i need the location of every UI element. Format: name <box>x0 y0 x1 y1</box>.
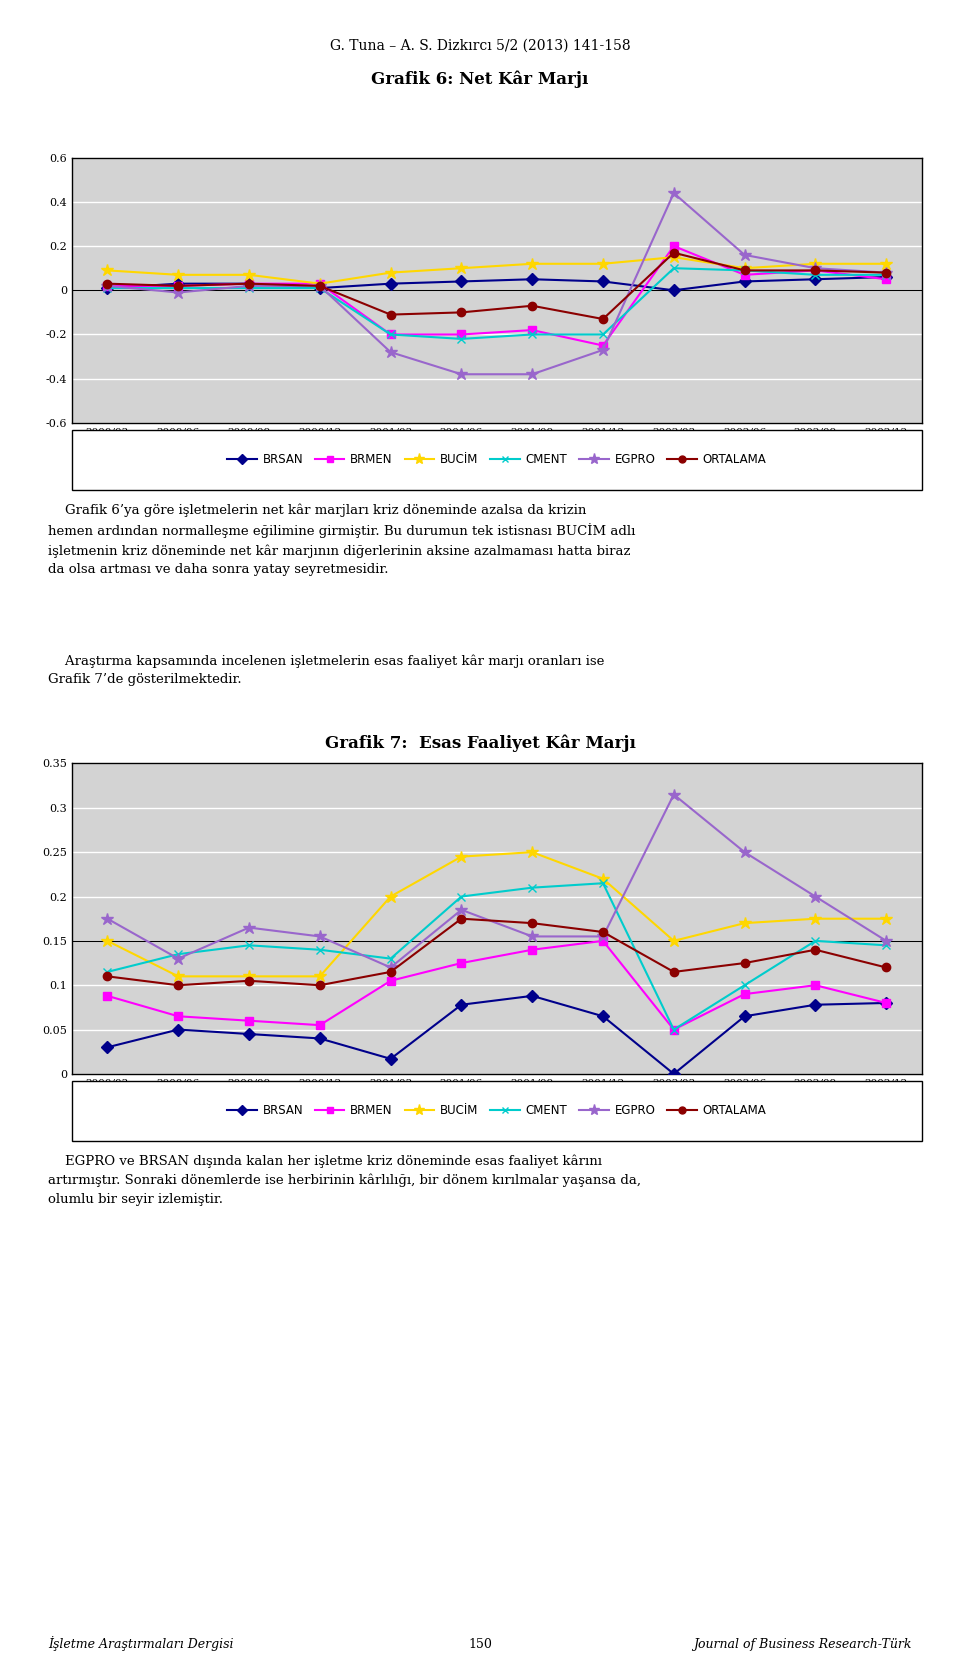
Text: EGPRO ve BRSAN dışında kalan her işletme kriz döneminde esas faaliyet kârını
art: EGPRO ve BRSAN dışında kalan her işletme… <box>48 1154 641 1206</box>
Text: Grafik 7:  Esas Faaliyet Kâr Marjı: Grafik 7: Esas Faaliyet Kâr Marjı <box>324 735 636 752</box>
Text: Araştırma kapsamında incelenen işletmelerin esas faaliyet kâr marjı oranları ise: Araştırma kapsamında incelenen işletmele… <box>48 654 605 686</box>
Text: Journal of Business Research-Türk: Journal of Business Research-Türk <box>693 1638 912 1651</box>
Legend: BRSAN, BRMEN, BUCİM, CMENT, EGPRO, ORTALAMA: BRSAN, BRMEN, BUCİM, CMENT, EGPRO, ORTAL… <box>223 1099 771 1123</box>
Legend: BRSAN, BRMEN, BUCİM, CMENT, EGPRO, ORTALAMA: BRSAN, BRMEN, BUCİM, CMENT, EGPRO, ORTAL… <box>223 448 771 472</box>
Text: Grafik 6: Net Kâr Marjı: Grafik 6: Net Kâr Marjı <box>372 70 588 87</box>
Text: Grafik 6’ya göre işletmelerin net kâr marjları kriz döneminde azalsa da krizin
h: Grafik 6’ya göre işletmelerin net kâr ma… <box>48 503 636 576</box>
Text: İşletme Araştırmaları Dergisi: İşletme Araştırmaları Dergisi <box>48 1636 233 1651</box>
Text: 150: 150 <box>468 1638 492 1651</box>
Text: G. Tuna – A. S. Dizkırcı 5/2 (2013) 141-158: G. Tuna – A. S. Dizkırcı 5/2 (2013) 141-… <box>329 39 631 52</box>
